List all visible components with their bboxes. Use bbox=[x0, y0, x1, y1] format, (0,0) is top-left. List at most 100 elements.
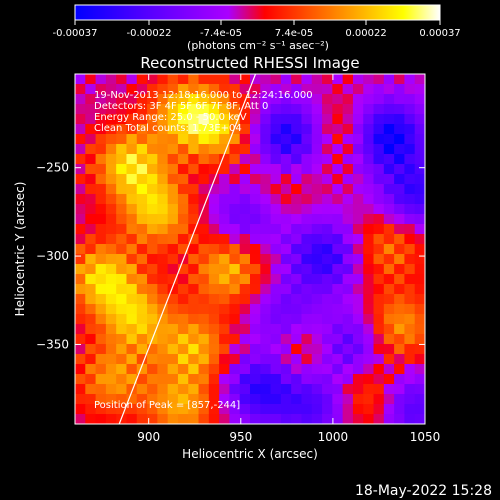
heatmap-cell bbox=[291, 264, 303, 275]
heatmap-cell bbox=[75, 304, 86, 315]
heatmap-cell bbox=[311, 324, 323, 335]
heatmap-cell bbox=[280, 384, 292, 395]
heatmap-cell bbox=[188, 344, 200, 355]
heatmap-cell bbox=[373, 74, 385, 85]
heatmap-cell bbox=[332, 254, 344, 265]
heatmap-cell bbox=[239, 234, 251, 245]
heatmap-cell bbox=[167, 204, 179, 215]
heatmap-cell bbox=[198, 74, 210, 85]
heatmap-cell bbox=[291, 244, 303, 255]
heatmap-cell bbox=[147, 194, 158, 205]
heatmap-cell bbox=[105, 304, 117, 315]
heatmap-cell bbox=[342, 304, 354, 315]
heatmap-cell bbox=[280, 334, 292, 345]
heatmap-cell bbox=[311, 94, 323, 105]
heatmap-cell bbox=[188, 414, 200, 424]
heatmap-cell bbox=[352, 244, 364, 255]
colorbar-tick-label: -7.4e-05 bbox=[200, 28, 242, 39]
heatmap-cell bbox=[342, 124, 354, 135]
heatmap-cell bbox=[394, 174, 406, 185]
heatmap-cell bbox=[116, 224, 128, 235]
heatmap-cell bbox=[116, 294, 128, 305]
heatmap-cell bbox=[332, 104, 344, 115]
heatmap-cell bbox=[239, 334, 251, 345]
heatmap-cell bbox=[116, 204, 128, 215]
heatmap-cell bbox=[95, 164, 107, 175]
heatmap-cell bbox=[280, 394, 292, 405]
heatmap-cell bbox=[126, 214, 138, 225]
heatmap-cell bbox=[116, 74, 128, 85]
heatmap-cell bbox=[301, 334, 313, 345]
heatmap-cell bbox=[404, 84, 416, 95]
heatmap-cell bbox=[404, 294, 416, 305]
heatmap-cell bbox=[219, 364, 231, 375]
heatmap-cell bbox=[116, 84, 128, 95]
heatmap-cell bbox=[394, 254, 406, 265]
heatmap-cell bbox=[116, 234, 128, 245]
heatmap-cell bbox=[208, 364, 220, 375]
heatmap-cell bbox=[342, 394, 354, 405]
heatmap-cell bbox=[322, 74, 333, 85]
heatmap-cell bbox=[260, 144, 272, 155]
heatmap-cell bbox=[208, 204, 220, 215]
heatmap-cell bbox=[280, 274, 292, 285]
heatmap-cell bbox=[363, 324, 375, 335]
heatmap-cell bbox=[95, 294, 107, 305]
heatmap-cell bbox=[280, 154, 292, 165]
heatmap-cell bbox=[260, 384, 272, 395]
heatmap-cell bbox=[394, 74, 406, 85]
heatmap-cell bbox=[105, 394, 117, 405]
heatmap-cell bbox=[229, 414, 241, 424]
heatmap-cell bbox=[352, 204, 364, 215]
heatmap-cell bbox=[177, 304, 189, 315]
heatmap-cell bbox=[280, 264, 292, 275]
heatmap-cell bbox=[219, 74, 231, 85]
heatmap-cell bbox=[373, 174, 385, 185]
heatmap-cell bbox=[208, 234, 220, 245]
heatmap-cell bbox=[322, 344, 333, 355]
colorbar-label: (photons cm⁻² s⁻¹ asec⁻²) bbox=[187, 39, 329, 52]
heatmap-cell bbox=[229, 224, 241, 235]
heatmap-cell bbox=[352, 74, 364, 85]
heatmap-cell bbox=[219, 414, 231, 424]
heatmap-cell bbox=[322, 194, 333, 205]
heatmap-cell bbox=[198, 124, 210, 135]
heatmap-cell bbox=[311, 244, 323, 255]
heatmap-cell bbox=[105, 74, 117, 85]
heatmap-cell bbox=[270, 244, 282, 255]
heatmap-cell bbox=[188, 274, 200, 285]
heatmap-cell bbox=[404, 304, 416, 315]
heatmap-cell bbox=[352, 364, 364, 375]
heatmap-cell bbox=[239, 214, 251, 225]
heatmap-cell bbox=[208, 214, 220, 225]
heatmap-cell bbox=[383, 294, 395, 305]
heatmap-cell bbox=[291, 204, 303, 215]
heatmap-cell bbox=[383, 274, 395, 285]
heatmap-cell bbox=[250, 84, 261, 95]
heatmap-cell bbox=[291, 114, 303, 125]
heatmap-cell bbox=[414, 234, 425, 245]
heatmap-cell bbox=[177, 84, 189, 95]
heatmap-cell bbox=[404, 274, 416, 285]
heatmap-cell bbox=[157, 284, 169, 295]
heatmap-cell bbox=[260, 174, 272, 185]
heatmap-cell bbox=[229, 174, 241, 185]
heatmap-cell bbox=[95, 234, 107, 245]
heatmap-cell bbox=[75, 154, 86, 165]
heatmap-cell bbox=[136, 244, 148, 255]
heatmap-cell bbox=[291, 414, 303, 424]
heatmap-cell bbox=[414, 174, 425, 185]
footer-timestamp: 18-May-2022 15:28 bbox=[355, 483, 492, 499]
heatmap-cell bbox=[136, 214, 148, 225]
heatmap-cell bbox=[229, 104, 241, 115]
heatmap-cell bbox=[208, 294, 220, 305]
heatmap-cell bbox=[352, 284, 364, 295]
heatmap-cell bbox=[363, 274, 375, 285]
heatmap-cell bbox=[373, 214, 385, 225]
heatmap-cell bbox=[342, 184, 354, 195]
heatmap-cell bbox=[157, 74, 169, 85]
heatmap-cell bbox=[363, 374, 375, 385]
heatmap-cell bbox=[157, 154, 169, 165]
heatmap-cell bbox=[147, 394, 158, 405]
heatmap-cell bbox=[75, 394, 86, 405]
